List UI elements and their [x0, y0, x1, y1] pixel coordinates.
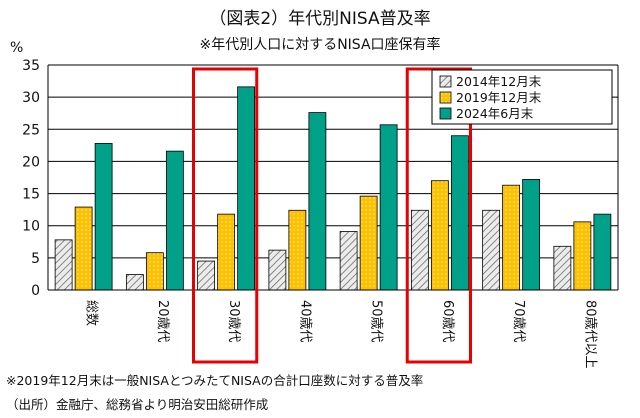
- y-tick-label: 10: [22, 219, 40, 235]
- category-label: 40歳代: [297, 300, 312, 343]
- chart-title: （図表2）年代別NISA普及率: [209, 9, 431, 29]
- y-tick-label: 15: [22, 187, 40, 203]
- bar-1-7: [482, 209, 501, 291]
- bar-1-8: [553, 245, 572, 291]
- highlight-box: [192, 67, 259, 364]
- bar-3-7: [522, 179, 541, 291]
- axis-layer: 0 5 10 15 20 25 30 35 総数 20歳代 30歳代 40歳代 50歳代 60歳代 70歳代…: [22, 58, 619, 369]
- bar-2-2: [145, 252, 164, 291]
- y-axis-unit: %: [10, 40, 24, 56]
- legend-label: 2014年12月末: [456, 74, 542, 89]
- highlight-box: [405, 67, 472, 364]
- y-tick-label: 25: [22, 122, 40, 138]
- category-label: 80歳代以上: [582, 300, 597, 369]
- category-label: 70歳代: [511, 300, 526, 343]
- legend-label: 2024年6月末: [456, 106, 534, 121]
- bar-3-6: [450, 135, 469, 291]
- highlight-layer: [192, 67, 472, 364]
- bar-1-1: [54, 239, 73, 291]
- bar-2-3: [217, 213, 236, 291]
- y-tick-label: 20: [22, 154, 40, 170]
- category-label: 30歳代: [226, 300, 241, 343]
- bar-2-4: [288, 209, 307, 291]
- footnote: ※2019年12月末は一般NISAとつみたてNISAの合計口座数に対する普及率: [6, 373, 424, 388]
- y-tick-label: 5: [31, 251, 40, 267]
- y-tick-label: 35: [22, 58, 40, 74]
- bar-2-1: [74, 206, 93, 291]
- legend-label: 2019年12月末: [456, 90, 542, 105]
- bar-2-8: [573, 221, 592, 291]
- bar-1-3: [197, 260, 216, 291]
- bar-2-5: [359, 195, 378, 291]
- bar-2-7: [502, 184, 521, 291]
- legend-swatch: [439, 75, 452, 88]
- bar-3-3: [237, 86, 256, 291]
- bar-1-6: [410, 209, 429, 291]
- chart-subtitle: ※年代別人口に対するNISA口座保有率: [199, 37, 441, 53]
- bar-3-2: [165, 150, 184, 291]
- legend-swatch: [439, 91, 452, 104]
- category-label: 60歳代: [440, 300, 455, 343]
- bar-1-2: [125, 274, 144, 291]
- bar-3-5: [379, 124, 398, 291]
- bar-3-8: [593, 213, 612, 291]
- legend-swatch: [439, 107, 452, 120]
- category-label: 50歳代: [369, 300, 384, 343]
- category-label: 20歳代: [155, 300, 170, 343]
- bar-1-5: [339, 231, 358, 291]
- legend-box: [431, 69, 613, 125]
- category-label: 総数: [84, 300, 99, 326]
- source-note: （出所）金融庁、総務省より明治安田総研作成: [6, 397, 269, 412]
- bar-1-4: [268, 249, 287, 291]
- y-tick-label: 30: [22, 90, 40, 106]
- bar-layer: [54, 86, 612, 291]
- y-tick-label: 0: [31, 283, 40, 299]
- bar-2-6: [430, 180, 449, 291]
- bar-3-4: [308, 112, 327, 291]
- bar-3-1: [94, 143, 113, 291]
